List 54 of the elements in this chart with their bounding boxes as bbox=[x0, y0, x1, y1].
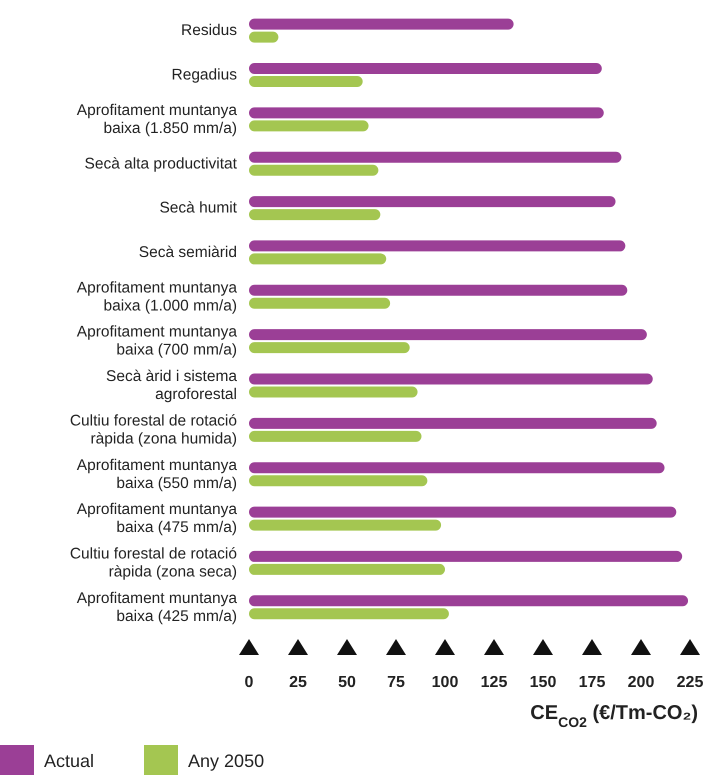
x-tick-label: 225 bbox=[676, 674, 704, 691]
x-tick-label: 100 bbox=[432, 674, 458, 691]
bar bbox=[249, 284, 628, 296]
bar bbox=[249, 298, 390, 309]
bar bbox=[249, 253, 386, 264]
bar bbox=[249, 152, 622, 163]
x-tick-label: 125 bbox=[480, 674, 508, 691]
x-tick-label: 0 bbox=[244, 674, 254, 691]
bar bbox=[249, 608, 449, 620]
bar bbox=[249, 107, 604, 118]
y-tick-label: Regadius bbox=[172, 66, 238, 84]
y-tick-label: Cultiu forestal de rotació ràpida (zona seca) bbox=[70, 545, 237, 580]
bar bbox=[249, 18, 514, 30]
legend-label: Any 2050 bbox=[188, 750, 264, 771]
bar bbox=[249, 550, 682, 562]
bar bbox=[249, 240, 626, 252]
y-tick-label: Secà humit bbox=[159, 200, 238, 217]
x-tick-label: 175 bbox=[578, 674, 606, 691]
y-tick-label: Aprofitament muntanya baixa (1.000 mm/a) bbox=[76, 279, 238, 314]
y-tick-label: Secà alta productivitat bbox=[84, 155, 238, 172]
bar bbox=[249, 63, 602, 74]
bar bbox=[249, 329, 647, 340]
y-tick-label: Residus bbox=[181, 22, 238, 40]
x-tick-label: 50 bbox=[338, 674, 356, 691]
y-tick-label: Secà semiàrid bbox=[138, 244, 237, 261]
y-tick-label: Aprofitament muntanya baixa (700 mm/a) bbox=[76, 324, 238, 359]
bar bbox=[249, 196, 616, 208]
x-tick-label: 200 bbox=[628, 674, 654, 691]
bar bbox=[249, 430, 422, 442]
bar bbox=[249, 76, 363, 88]
x-axis-title: CE$_{CO2}$ (€/Tm-CO₂) bbox=[530, 702, 698, 730]
x-tick-label: 150 bbox=[530, 674, 556, 691]
y-tick-label: Aprofitament muntanya baixa (550 mm/a) bbox=[76, 456, 238, 492]
x-tick-label: 25 bbox=[289, 674, 307, 691]
bar bbox=[249, 564, 445, 575]
bar bbox=[249, 386, 418, 398]
bar bbox=[249, 374, 653, 385]
bar bbox=[249, 342, 410, 354]
bar bbox=[249, 164, 378, 176]
bar bbox=[249, 120, 369, 132]
y-tick-label: Aprofitament muntanya baixa (475 mm/a) bbox=[76, 501, 238, 536]
bar bbox=[249, 595, 688, 606]
y-tick-label: Aprofitament muntanya baixa (1.850 mm/a) bbox=[76, 102, 238, 137]
bar bbox=[249, 506, 676, 518]
bar bbox=[249, 520, 442, 531]
bar bbox=[249, 475, 428, 486]
y-tick-label: Secà àrid i sistema agroforestal bbox=[106, 368, 238, 404]
y-tick-label: Aprofitament muntanya baixa (425 mm/a) bbox=[76, 590, 238, 625]
bar bbox=[249, 209, 380, 220]
legend-label: Actual bbox=[44, 750, 94, 771]
bar bbox=[249, 462, 665, 474]
bar bbox=[249, 418, 657, 429]
y-tick-label: Cultiu forestal de rotació ràpida (zona humida) bbox=[70, 412, 237, 448]
x-tick-label: 75 bbox=[387, 674, 405, 691]
